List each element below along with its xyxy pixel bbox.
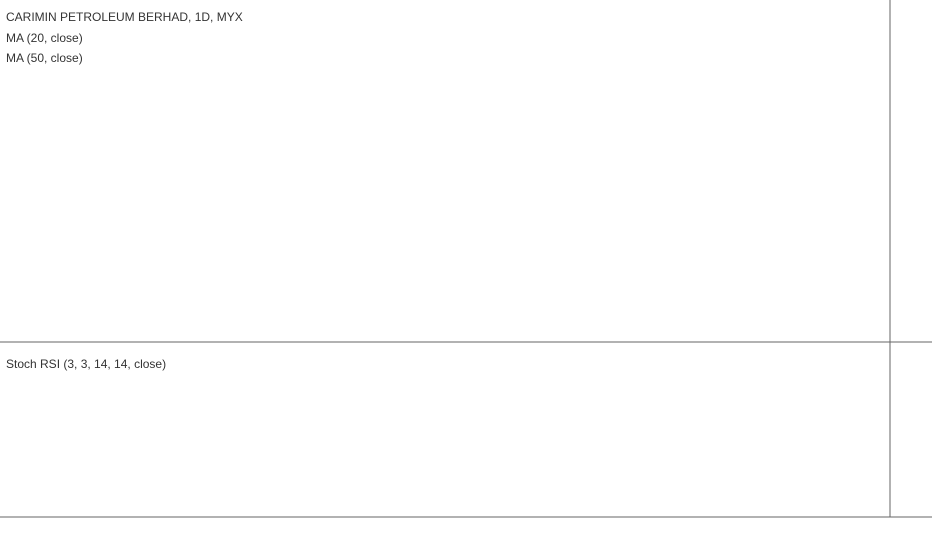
legend-entry: MA (50, close) <box>6 51 83 65</box>
legend-entry: MA (20, close) <box>6 31 83 45</box>
chart-title: CARIMIN PETROLEUM BERHAD, 1D, MYX <box>6 10 243 24</box>
oscillator-title: Stoch RSI (3, 3, 14, 14, close) <box>6 357 166 371</box>
